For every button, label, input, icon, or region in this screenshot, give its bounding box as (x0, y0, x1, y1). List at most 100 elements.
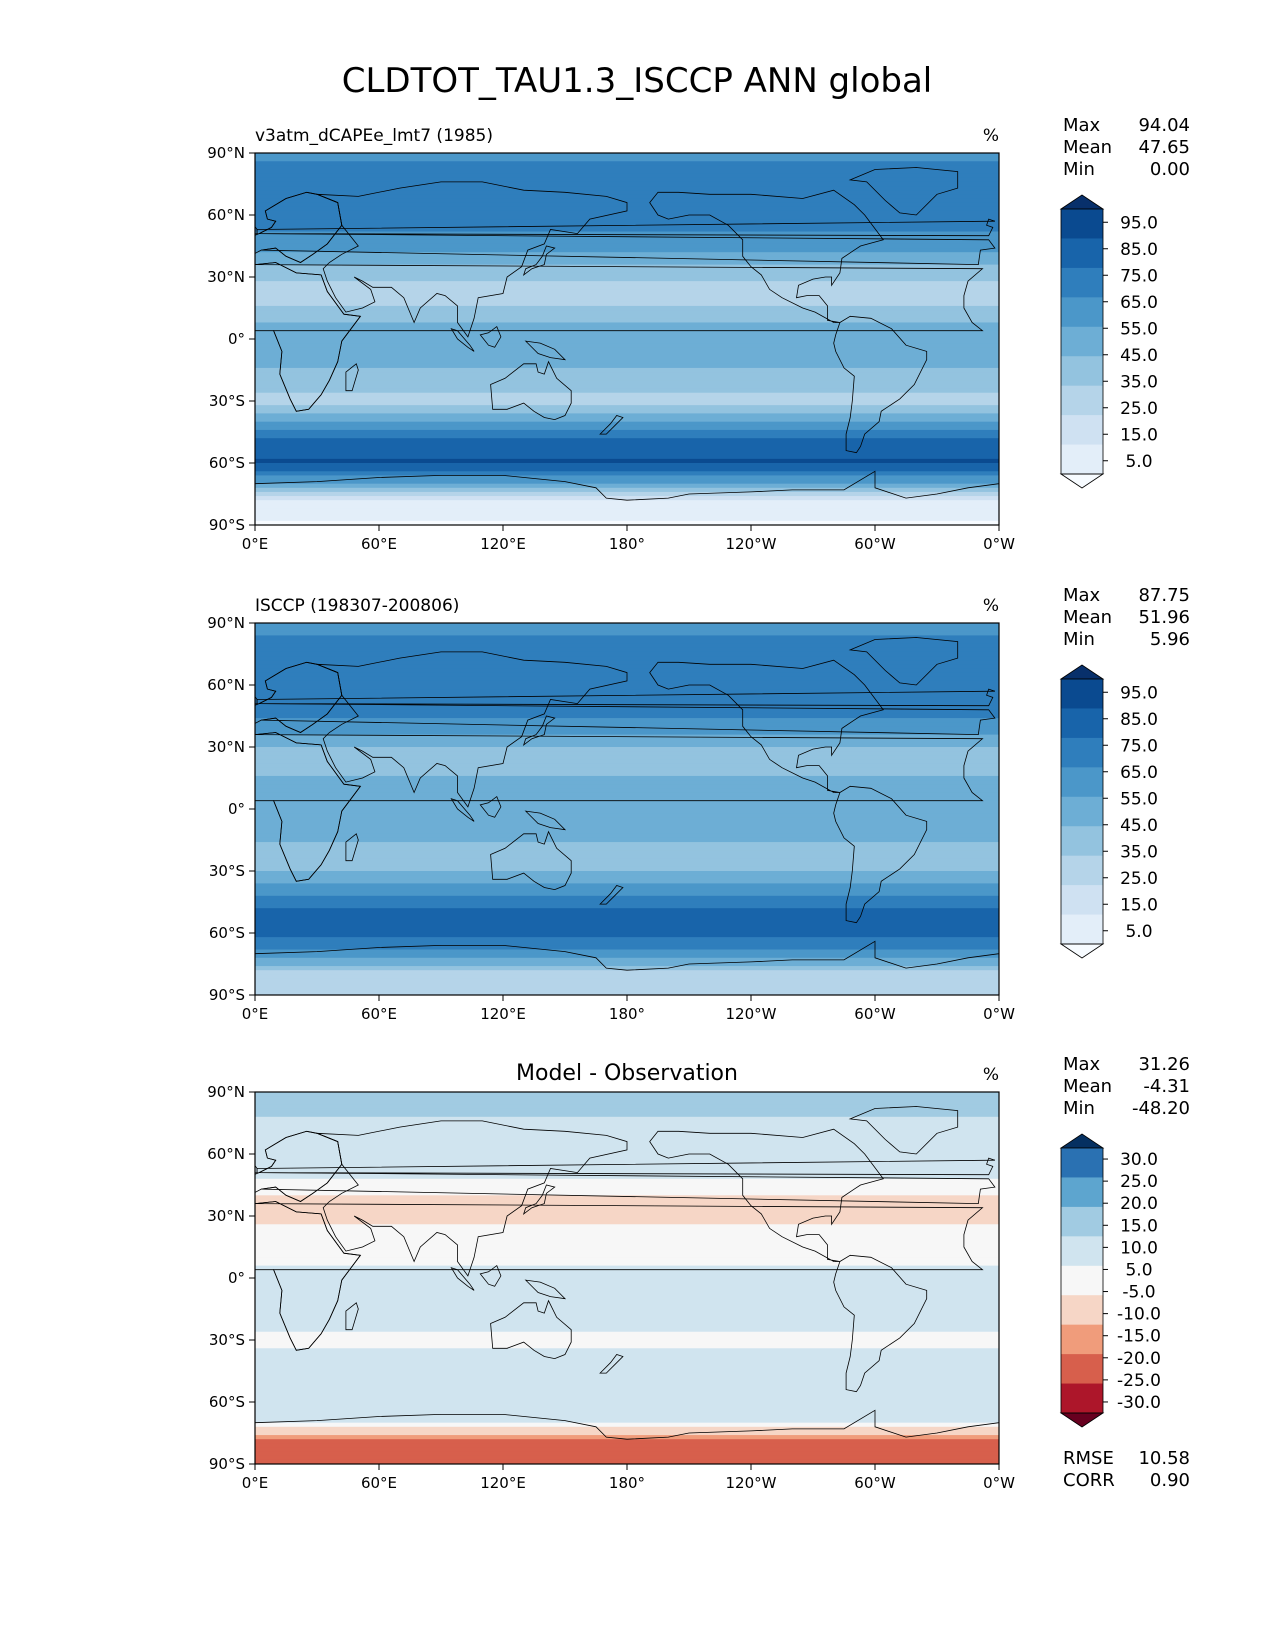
zonal-band (255, 755, 999, 760)
coastline-asia (316, 651, 628, 808)
zonal-band (255, 899, 999, 905)
zonal-band (255, 165, 999, 171)
zonal-band (255, 1261, 999, 1267)
zonal-band (255, 846, 999, 851)
colorbar-label: 5.0 (1125, 922, 1152, 942)
x-tick-label: 0°E (242, 1005, 269, 1023)
zonal-band (255, 1125, 999, 1130)
colorbar-extend-max (1059, 194, 1105, 210)
zonal-band (255, 866, 999, 872)
zonal-band (255, 705, 999, 711)
zonal-band (255, 1306, 999, 1312)
coastline-japan (522, 715, 556, 746)
zonal-band (255, 1402, 999, 1407)
colorbar-swatch (1061, 297, 1103, 328)
coastline-newzealand (599, 885, 624, 905)
x-tick-label: 0°E (242, 535, 269, 553)
zonal-band (255, 668, 999, 674)
zonal-band (255, 970, 999, 975)
zonal-band (255, 689, 999, 694)
zonal-band (255, 982, 999, 988)
colorbar-extend-min (1059, 473, 1105, 489)
y-tick-label: 60°S (209, 454, 245, 472)
x-tick-label: 60°W (854, 1474, 896, 1492)
panel-title-center: Model - Observation (516, 1061, 738, 1086)
zonal-band (255, 718, 999, 723)
colorbar-label: 55.0 (1120, 319, 1158, 339)
colorbar-label: 65.0 (1120, 293, 1158, 313)
map-field (255, 153, 999, 525)
coastline-australia (490, 360, 572, 421)
zonal-band (255, 458, 999, 464)
zonal-band (255, 1368, 999, 1374)
zonal-band (255, 813, 999, 818)
zonal-band (255, 887, 999, 893)
zonal-band (255, 685, 999, 690)
zonal-band (255, 479, 999, 485)
colorbar-swatch (1061, 444, 1103, 475)
x-tick-label: 180° (609, 1005, 645, 1023)
coastline-madagascar (345, 363, 359, 392)
zonal-band (255, 1331, 999, 1337)
zonal-band (255, 219, 999, 224)
colorbar-label: -15.0 (1117, 1327, 1161, 1347)
zonal-band (255, 1253, 999, 1258)
zonal-band (255, 1315, 999, 1320)
coastline-sumatra (450, 1266, 475, 1291)
zonal-band (255, 1092, 999, 1097)
colorbar-label: 35.0 (1120, 372, 1158, 392)
zonal-band (255, 1443, 999, 1449)
y-tick-label: 30°N (207, 738, 245, 756)
x-tick-label: 60°W (854, 1005, 896, 1023)
zonal-band (255, 1435, 999, 1440)
colorbar-swatch (1061, 767, 1103, 798)
zonal-band (255, 1108, 999, 1114)
zonal-band (255, 409, 999, 414)
y-tick-label: 90°S (209, 986, 245, 1004)
zonal-band (255, 788, 999, 794)
y-tick-label: 60°N (207, 1145, 245, 1163)
zonal-band (255, 334, 999, 340)
colorbar-swatch (1061, 326, 1103, 357)
y-tick-label: 0° (228, 800, 245, 818)
x-tick-label: 120°W (726, 535, 777, 553)
coastline-uk-wrap (255, 696, 258, 705)
zonal-band (255, 784, 999, 789)
zonal-band (255, 747, 999, 752)
zonal-band (255, 504, 999, 510)
coastline-borneo (479, 1264, 502, 1287)
zonal-band (255, 1228, 999, 1234)
zonal-band (255, 1195, 999, 1201)
coastline-samerica (833, 1254, 928, 1393)
stat-value: 87.75 (1138, 585, 1190, 606)
zonal-band (255, 392, 999, 398)
y-tick-label: 30°S (209, 862, 245, 880)
colorbar-label: 75.0 (1120, 736, 1158, 756)
x-tick-label: 120°W (726, 1005, 777, 1023)
zonal-band (255, 1116, 999, 1122)
zonal-band (255, 169, 999, 175)
zonal-band (255, 763, 999, 769)
zonal-band (255, 1348, 999, 1353)
stat-label: Max (1063, 585, 1101, 606)
zonal-band (255, 177, 999, 183)
colorbar-swatch (1061, 267, 1103, 298)
colorbar-label: 85.0 (1120, 240, 1158, 260)
zonal-band (255, 1207, 999, 1213)
zonal-band (255, 854, 999, 860)
zonal-band (255, 631, 999, 636)
coastline-newguinea (524, 1279, 567, 1300)
x-tick-label: 60°E (361, 1474, 397, 1492)
zonal-band (255, 450, 999, 456)
figure-title: CLDTOT_TAU1.3_ISCCP ANN global (342, 61, 933, 101)
zonal-band (255, 363, 999, 369)
colorbar-swatch (1061, 1383, 1103, 1414)
colorbar-swatch (1061, 679, 1103, 709)
zonal-band (255, 1335, 999, 1341)
zonal-band (255, 1236, 999, 1242)
coastline-antarctica (255, 1409, 999, 1464)
y-tick-label: 60°N (207, 206, 245, 224)
coastline-japan (522, 245, 556, 276)
stat-label: Mean (1063, 607, 1112, 628)
coastline-borneo (479, 325, 502, 348)
